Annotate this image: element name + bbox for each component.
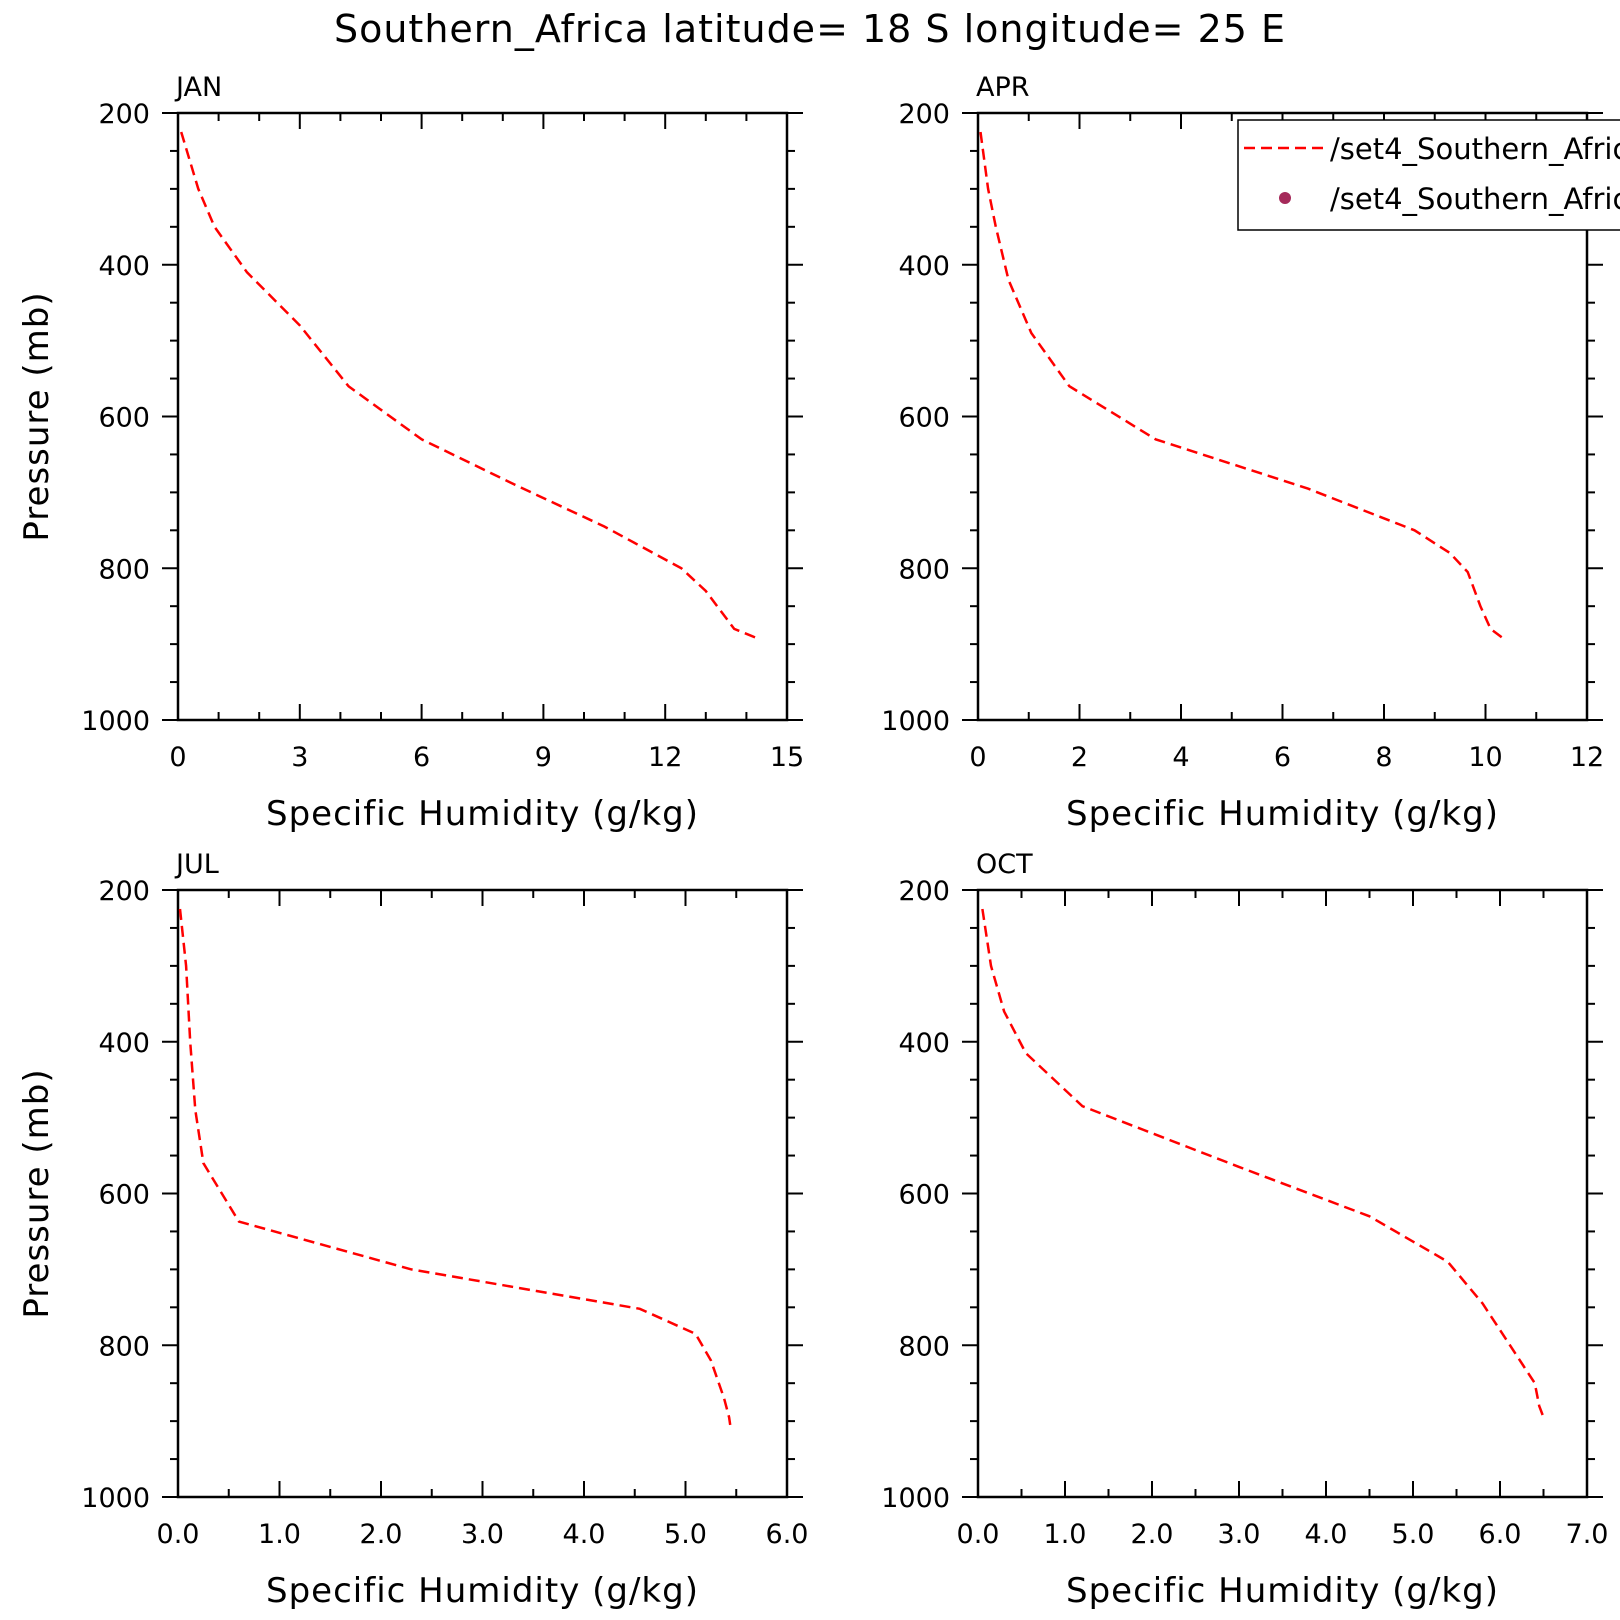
panel-jan: 0 3 6 9 12 15 200 400 600 800 1000 JAN Specific Humi…	[17, 72, 804, 834]
x-tick-label: 3.0	[461, 1519, 504, 1550]
y-tick-label: 400	[98, 251, 150, 282]
x-tick-label: 2	[1071, 742, 1088, 773]
y-tick-label: 200	[98, 876, 150, 907]
plot-frame	[176, 888, 789, 1499]
y-tick-label: 800	[898, 1331, 950, 1362]
series-line	[180, 131, 760, 640]
legend-label: /set4_Southern_Africa	[1330, 132, 1620, 166]
x-tick-label: 15	[770, 742, 804, 773]
y-tick-label: 200	[898, 876, 950, 907]
x-tick-label: 3	[291, 742, 308, 773]
y-tick-label: 600	[898, 403, 950, 434]
x-tick-label: 2.0	[1131, 1519, 1174, 1550]
figure-title: Southern_Africa latitude= 18 S longitude…	[334, 7, 1286, 51]
y-tick-label: 800	[98, 554, 150, 585]
y-tick-label: 400	[98, 1028, 150, 1059]
y-tick-label: 800	[98, 1331, 150, 1362]
x-tick-label: 12	[648, 742, 682, 773]
panel-title: JUL	[174, 849, 219, 880]
y-tick-label: 1000	[881, 1483, 950, 1514]
legend-box	[1237, 119, 1620, 231]
x-tick-label: 1.0	[258, 1519, 301, 1550]
y-tick-label: 400	[898, 251, 950, 282]
x-axis-label: Specific Humidity (g/kg)	[266, 1571, 699, 1611]
x-tick-label: 6	[1274, 742, 1291, 773]
x-tick-label: 10	[1468, 742, 1502, 773]
panel-title: OCT	[976, 849, 1033, 880]
y-tick-label: 1000	[881, 706, 950, 737]
x-tick-label: 5.0	[664, 1519, 707, 1550]
plot-frame	[176, 111, 789, 722]
x-tick-label: 7.0	[1566, 1519, 1609, 1550]
x-tick-label: 1.0	[1044, 1519, 1087, 1550]
x-tick-label: 0	[969, 742, 986, 773]
x-tick-label: 0.0	[157, 1519, 200, 1550]
panel-jul: 0.0 1.0 2.0 3.0 4.0 5.0 6.0 200 400 600 800 1000 JUL…	[17, 849, 808, 1611]
x-axis-label: Specific Humidity (g/kg)	[1066, 1571, 1499, 1611]
y-tick-label: 1000	[81, 1483, 150, 1514]
x-tick-label: 0.0	[957, 1519, 1000, 1550]
y-tick-label: 600	[98, 1180, 150, 1211]
panels: 0 3 6 9 12 15 200 400 600 800 1000 JAN Specific Humi…	[17, 72, 1608, 1611]
x-axis-label: Specific Humidity (g/kg)	[1066, 794, 1499, 834]
plot-frame	[976, 888, 1589, 1499]
x-tick-label: 5.0	[1392, 1519, 1435, 1550]
y-axis-label: Pressure (mb)	[17, 1068, 57, 1318]
panel-apr: 0 2 4 6 8 10 12 200 400 600 800 1000 APR Specific Hum…	[881, 72, 1604, 834]
legend: /set4_Southern_Africa/set4_Southern_Afri…	[1237, 119, 1620, 231]
x-tick-label: 4	[1172, 742, 1189, 773]
series-line	[981, 908, 1545, 1418]
x-tick-label: 4.0	[1305, 1519, 1348, 1550]
series-line	[178, 908, 732, 1426]
y-tick-label: 400	[898, 1028, 950, 1059]
legend-label: /set4_Southern_Africa	[1330, 182, 1620, 216]
x-tick-label: 6.0	[766, 1519, 809, 1550]
y-tick-label: 800	[898, 554, 950, 585]
x-tick-label: 6	[413, 742, 430, 773]
x-tick-label: 9	[535, 742, 552, 773]
x-tick-label: 3.0	[1218, 1519, 1261, 1550]
legend-dot-swatch	[1279, 192, 1291, 204]
x-tick-label: 6.0	[1479, 1519, 1522, 1550]
x-tick-label: 0	[169, 742, 186, 773]
panel-title: JAN	[174, 72, 222, 103]
x-axis-label: Specific Humidity (g/kg)	[266, 794, 699, 834]
y-tick-label: 200	[898, 99, 950, 130]
y-tick-label: 200	[98, 99, 150, 130]
y-tick-label: 600	[98, 403, 150, 434]
y-tick-label: 1000	[81, 706, 150, 737]
x-tick-label: 2.0	[360, 1519, 403, 1550]
panel-title: APR	[976, 72, 1030, 103]
x-tick-label: 8	[1375, 742, 1392, 773]
panel-oct: 0.0 1.0 2.0 3.0 4.0 5.0 6.0 7.0 200 400 600 800 1000…	[881, 849, 1608, 1611]
y-axis-label: Pressure (mb)	[17, 291, 57, 541]
series-line	[979, 131, 1507, 642]
x-tick-label: 12	[1570, 742, 1604, 773]
x-tick-label: 4.0	[563, 1519, 606, 1550]
y-tick-label: 600	[898, 1180, 950, 1211]
